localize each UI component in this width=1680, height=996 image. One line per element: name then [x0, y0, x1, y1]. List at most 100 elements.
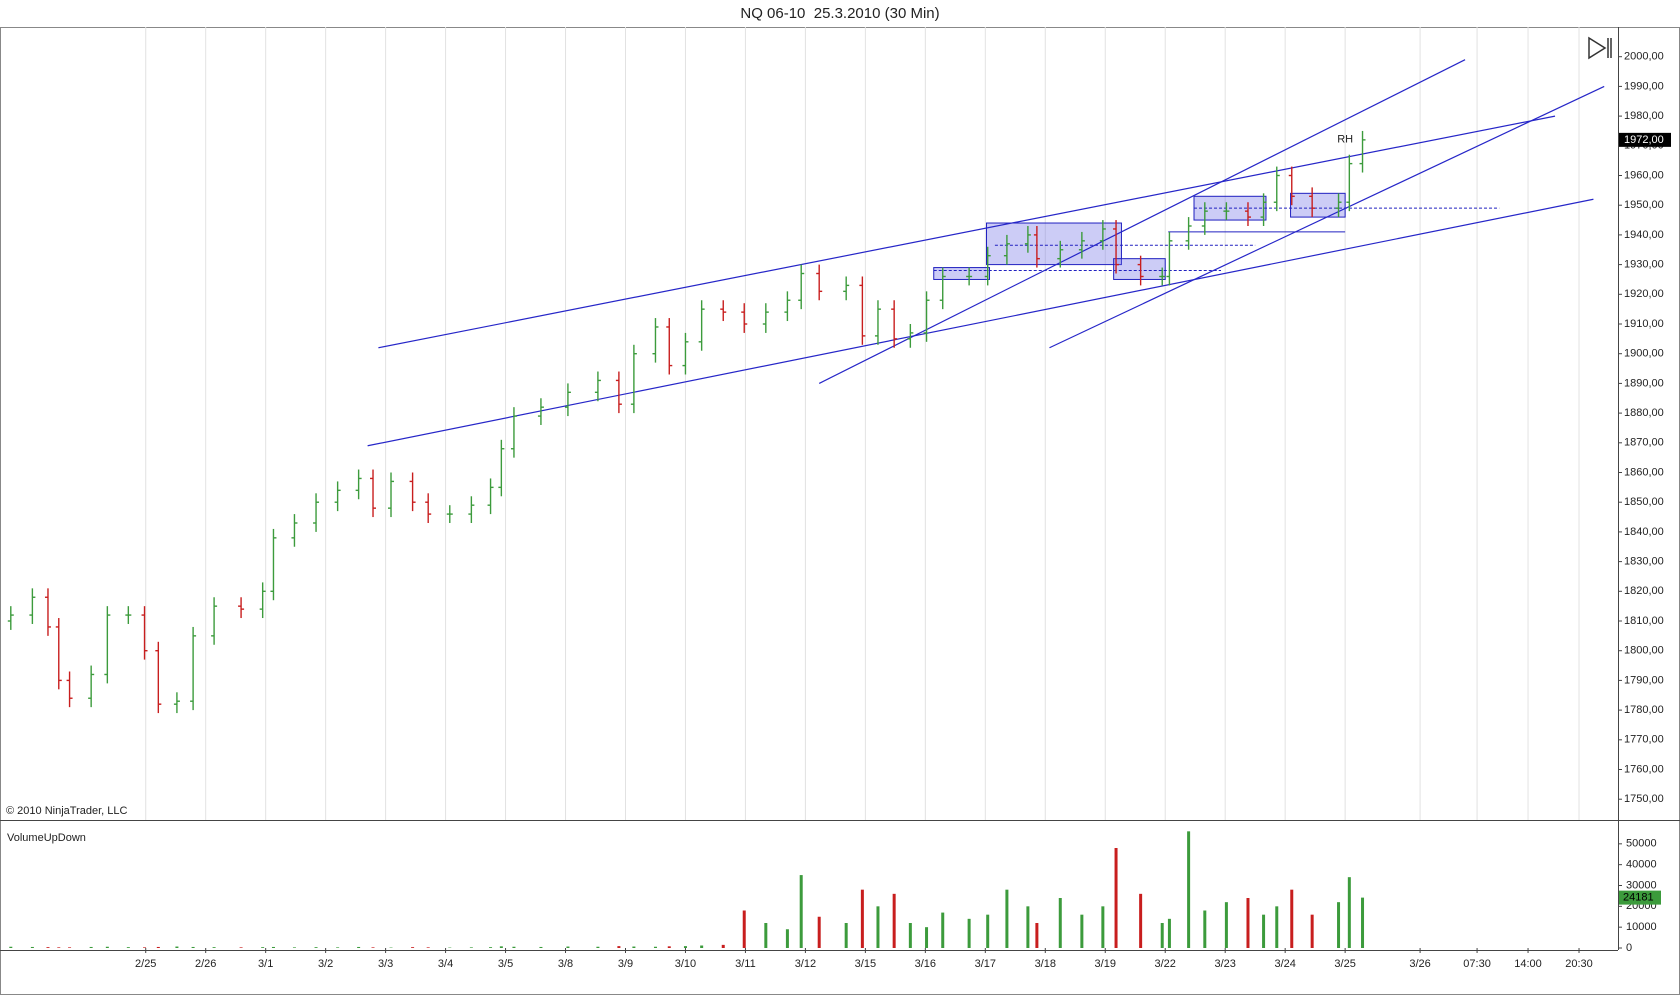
last-price-box — [1619, 132, 1671, 147]
x-tick-label: 3/12 — [795, 958, 816, 970]
volume-bar — [1114, 848, 1118, 948]
volume-bar — [1026, 906, 1030, 948]
last-volume-box — [1619, 890, 1661, 905]
volume-bar — [742, 910, 746, 948]
volume-bar — [426, 947, 430, 948]
trend-line — [367, 198, 1594, 447]
y-tick-label: 1760,00 — [1624, 763, 1664, 775]
x-tick-label: 3/23 — [1214, 958, 1235, 970]
volume-bar — [126, 947, 130, 948]
x-tick-label: 3/2 — [318, 958, 333, 970]
volume-bar — [46, 947, 50, 948]
y-tick-label: 1790,00 — [1624, 674, 1664, 686]
x-tick-label: 3/22 — [1155, 958, 1176, 970]
y-tick-label: 1830,00 — [1624, 556, 1664, 568]
volume-bar — [566, 946, 570, 948]
y-tick-label: 0 — [1626, 942, 1632, 954]
x-tick-label: 3/8 — [558, 958, 573, 970]
y-tick-label: 1870,00 — [1624, 437, 1664, 449]
volume-bar — [175, 946, 179, 948]
volume-bar — [785, 929, 789, 948]
y-tick-label: 1820,00 — [1624, 585, 1664, 597]
x-tick-label: 20:30 — [1565, 958, 1593, 970]
volume-bar — [336, 947, 340, 948]
volume-bar — [1310, 914, 1314, 948]
trend-line — [378, 115, 1556, 349]
y-tick-label: 1960,00 — [1624, 169, 1664, 181]
y-tick-label: 10000 — [1626, 921, 1657, 933]
volume-bar — [1361, 897, 1365, 948]
volume-bar — [57, 947, 61, 948]
x-tick-label: 3/15 — [855, 958, 876, 970]
y-tick-label: 1880,00 — [1624, 407, 1664, 419]
volume-bar — [683, 946, 687, 948]
volume-bar — [1275, 906, 1279, 948]
y-tick-label: 1770,00 — [1624, 734, 1664, 746]
volume-bar — [844, 923, 848, 948]
volume-bar — [239, 947, 243, 948]
volume-bar — [1167, 918, 1171, 948]
volume-bar — [1035, 923, 1039, 948]
x-tick-label: 3/5 — [498, 958, 513, 970]
volume-bar — [1005, 889, 1009, 948]
volume-bar — [764, 923, 768, 948]
volume-bar — [1337, 902, 1341, 948]
chart-end-icon — [1588, 36, 1612, 60]
y-tick-label: 1940,00 — [1624, 229, 1664, 241]
volume-bar — [1290, 889, 1294, 948]
zone-box — [1113, 258, 1166, 280]
x-tick-label: 3/10 — [675, 958, 696, 970]
y-tick-label: 1910,00 — [1624, 318, 1664, 330]
y-tick-label: 1930,00 — [1624, 259, 1664, 271]
volume-bar — [1347, 877, 1351, 948]
x-tick-label: 3/16 — [915, 958, 936, 970]
volume-bar — [1262, 914, 1266, 948]
volume-bar — [1203, 910, 1207, 948]
volume-bar — [876, 906, 880, 948]
x-tick-label: 3/24 — [1274, 958, 1295, 970]
volume-bar — [30, 946, 34, 948]
volume-bar — [617, 946, 621, 948]
volume-bar — [1101, 906, 1105, 948]
x-tick-label: 3/25 — [1334, 958, 1355, 970]
x-tick-label: 07:30 — [1463, 958, 1491, 970]
frame — [0, 27, 1680, 995]
trend-line — [1049, 85, 1605, 349]
volume-bar — [1224, 902, 1228, 948]
y-tick-label: 1890,00 — [1624, 377, 1664, 389]
volume-bar — [925, 927, 929, 948]
volume-bar — [469, 947, 473, 948]
y-tick-label: 1920,00 — [1624, 288, 1664, 300]
x-tick-label: 3/9 — [618, 958, 633, 970]
volume-bar — [539, 946, 543, 948]
volume-bar — [596, 946, 600, 948]
volume-bar — [411, 947, 415, 948]
zone-box — [1290, 192, 1346, 218]
volume-bar — [212, 947, 216, 948]
volume-bar — [89, 946, 93, 948]
x-tick-label: 3/17 — [975, 958, 996, 970]
volume-bar — [489, 947, 493, 948]
x-tick-label: 3/26 — [1409, 958, 1430, 970]
zone-box — [933, 267, 991, 280]
volume-bar — [499, 946, 503, 948]
volume-bar — [700, 945, 704, 948]
x-tick-label: 2/25 — [135, 958, 156, 970]
volume-bar — [314, 947, 318, 948]
y-tick-label: 1750,00 — [1624, 793, 1664, 805]
volume-bar — [9, 946, 13, 948]
volume-bar — [721, 944, 725, 948]
y-tick-label: 30000 — [1626, 879, 1657, 891]
x-tick-label: 14:00 — [1514, 958, 1542, 970]
y-tick-label: 1780,00 — [1624, 704, 1664, 716]
volume-bar — [667, 946, 671, 948]
volume-bar — [292, 947, 296, 948]
y-tick-label: 1800,00 — [1624, 645, 1664, 657]
volume-bar — [941, 912, 945, 948]
volume-bar — [1187, 831, 1191, 948]
volume-bar — [143, 947, 147, 948]
volume-bar — [191, 946, 195, 948]
x-tick-label: 3/11 — [735, 958, 756, 970]
y-tick-label: 40000 — [1626, 859, 1657, 871]
